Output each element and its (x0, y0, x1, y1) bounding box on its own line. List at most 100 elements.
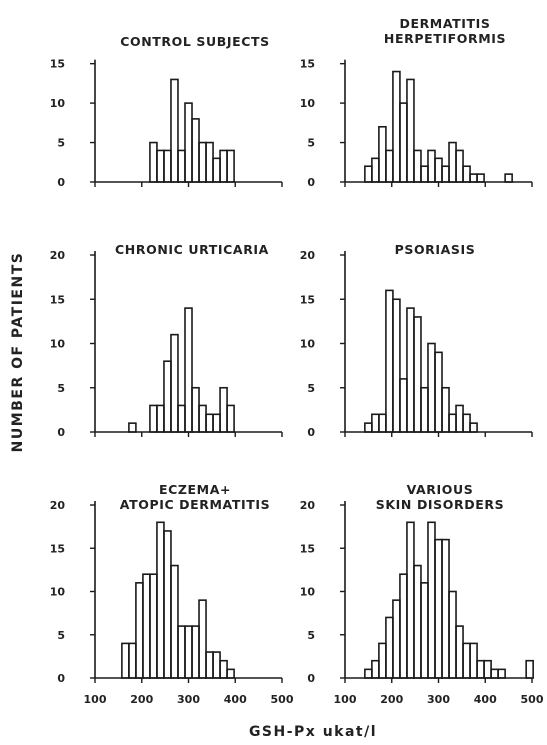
histogram-bar (149, 404, 158, 433)
y-tick-label: 0 (307, 426, 315, 439)
histogram-bar (504, 173, 513, 183)
histogram-bar (392, 70, 401, 183)
histogram-bar (427, 342, 436, 433)
histogram-bar (413, 316, 422, 433)
histogram-bar (142, 573, 151, 679)
histogram-bar (198, 404, 207, 433)
histogram-bar (455, 625, 464, 679)
y-tick-label: 20 (50, 499, 66, 512)
histogram-bar (219, 659, 228, 679)
y-tick-label: 10 (50, 586, 66, 599)
histogram-bar (198, 599, 207, 679)
histogram-bar (378, 642, 387, 679)
histogram-bar (128, 642, 137, 679)
histogram-bar (385, 149, 394, 183)
histogram-bar (497, 668, 506, 679)
y-tick-label: 5 (307, 382, 315, 395)
histogram-panel: CHRONIC URTICARIA 0 5 10 15 20 (50, 242, 283, 439)
histogram-bar (364, 422, 373, 433)
histogram-bar (420, 386, 429, 433)
histogram-bar (427, 521, 436, 679)
histogram-bar (198, 141, 207, 183)
x-tick-label: 300 (177, 693, 200, 706)
histogram-bar (462, 413, 471, 433)
x-tick-label: 100 (334, 693, 357, 706)
histogram-bar (406, 78, 415, 183)
histogram-bar (149, 141, 158, 183)
y-tick-label: 5 (307, 137, 315, 150)
histogram-bar (212, 651, 221, 679)
histogram-bar (427, 149, 436, 183)
x-tick-label: 500 (271, 693, 294, 706)
histogram-panel: ECZEMA+ATOPIC DERMATITIS 0 5 10 15 20 100 200 30… (50, 482, 294, 706)
histogram-bar (385, 616, 394, 679)
histogram-bar (191, 625, 200, 679)
y-tick-label: 15 (300, 293, 315, 306)
histogram-bar (205, 141, 214, 183)
y-tick-label: 10 (300, 586, 316, 599)
histogram-bar (226, 404, 235, 433)
histogram-bar (205, 413, 214, 433)
histogram-bar (413, 149, 422, 183)
y-tick-label: 15 (50, 293, 65, 306)
histogram-bar (448, 413, 457, 433)
y-tick-label: 10 (50, 97, 66, 110)
histogram-bar (184, 307, 193, 433)
histogram-bar (378, 125, 387, 183)
y-tick-label: 0 (307, 672, 315, 685)
panel-title: CHRONIC URTICARIA (115, 242, 269, 257)
y-tick-label: 5 (307, 629, 315, 642)
histogram-bar (469, 422, 478, 433)
histogram-panel: CONTROL SUBJECTS 0 5 10 15 (50, 34, 283, 189)
histogram-bar (462, 165, 471, 183)
histogram-bar (205, 651, 214, 679)
histogram-bar (399, 573, 408, 679)
histogram-bar (371, 413, 380, 433)
y-tick-label: 15 (300, 58, 315, 71)
histogram-panel: PSORIASIS 0 5 10 15 20 (300, 242, 533, 439)
x-tick-label: 300 (427, 693, 450, 706)
histogram-bar (156, 149, 165, 183)
panel-title: HERPETIFORMIS (384, 31, 506, 46)
histogram-bar (156, 521, 165, 679)
histogram-bar (441, 165, 450, 183)
histogram-bar (163, 360, 172, 433)
histogram-bar (219, 149, 228, 183)
y-tick-label: 5 (57, 382, 65, 395)
y-tick-label: 20 (300, 249, 316, 262)
histogram-bar (378, 413, 387, 433)
y-tick-label: 15 (300, 542, 315, 555)
histogram-bar (184, 102, 193, 183)
histogram-bar (170, 78, 179, 183)
histogram-bar (448, 141, 457, 183)
histogram-bar (434, 538, 443, 679)
histogram-bar (392, 298, 401, 433)
histogram-bar (184, 625, 193, 679)
panel-title: PSORIASIS (395, 242, 476, 257)
histogram-bar (191, 118, 200, 183)
histogram-bar (121, 642, 130, 679)
histogram-bar (434, 351, 443, 433)
x-tick-label: 200 (380, 693, 403, 706)
histogram-bar (128, 422, 137, 433)
y-tick-label: 15 (50, 58, 65, 71)
histogram-bar (469, 642, 478, 679)
histogram-bar (525, 659, 534, 679)
histogram-bar (212, 157, 221, 183)
histogram-bar (448, 590, 457, 679)
histogram-bar (191, 386, 200, 433)
panel-title: ATOPIC DERMATITIS (120, 497, 270, 512)
histogram-bar (135, 582, 144, 679)
x-tick-label: 200 (130, 693, 153, 706)
histogram-bar (177, 404, 186, 433)
y-tick-label: 10 (300, 338, 316, 351)
histogram-bar (364, 668, 373, 679)
histogram-bar (399, 378, 408, 433)
histogram-bar (149, 573, 158, 679)
histogram-bar (392, 599, 401, 679)
histogram-bar (469, 173, 478, 183)
x-tick-label: 400 (474, 693, 497, 706)
histogram-bar (170, 333, 179, 433)
histogram-bar (226, 668, 235, 679)
